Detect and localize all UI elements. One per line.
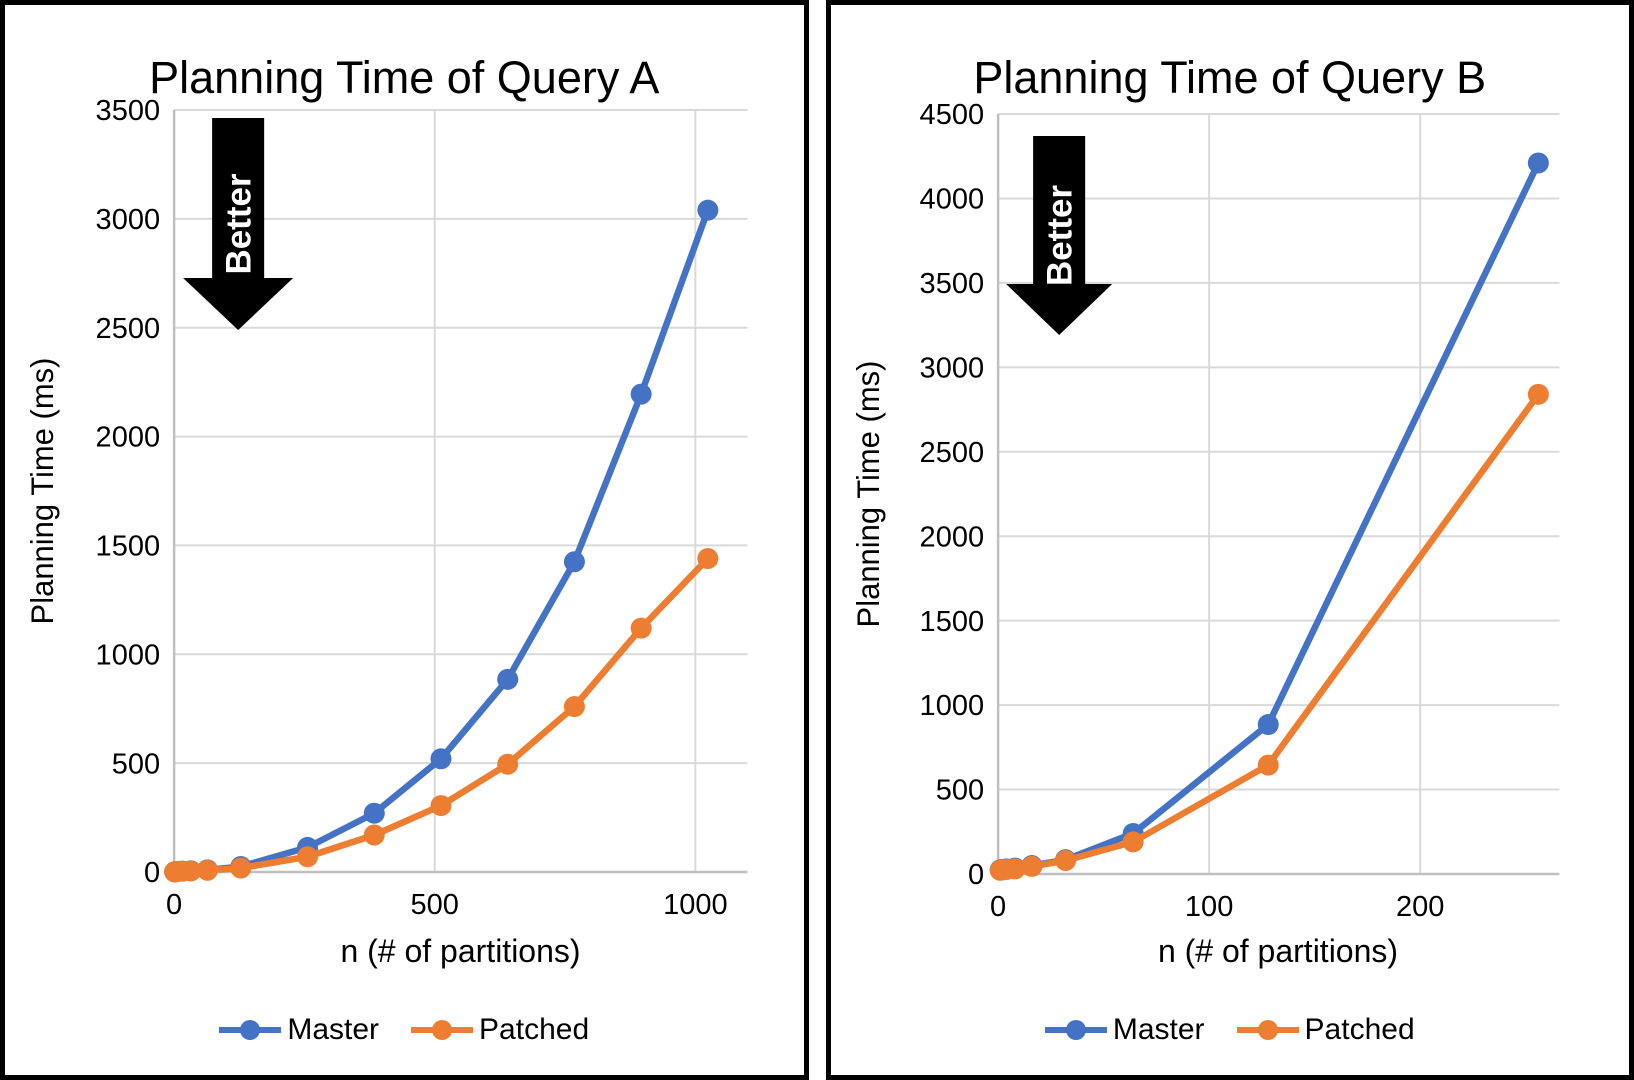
patched-series-line (171, 555, 712, 876)
x-tick-labels: 0 100 200 (990, 891, 1444, 923)
patched-data-point (180, 860, 202, 882)
master-series-swatch (219, 1020, 282, 1040)
master-data-point (1527, 152, 1549, 174)
patched-series-points (164, 547, 719, 883)
patched-data-point (563, 696, 585, 718)
patched-data-point (1020, 855, 1042, 877)
patched-data-point (1003, 858, 1025, 880)
better-down-arrow (1005, 136, 1112, 335)
legend-label-master: Master (1112, 1013, 1205, 1046)
y-tick-label: 3000 (919, 352, 984, 384)
legend-item-patched: Patched (411, 1013, 589, 1047)
y-tick-label: 1000 (96, 639, 161, 671)
legend-item-master: Master (219, 1013, 379, 1047)
y-tick-label: 2000 (919, 521, 984, 553)
y-tick-label: 500 (935, 775, 983, 807)
x-tick-label: 1000 (663, 889, 728, 921)
y-tick-label: 4000 (919, 184, 984, 216)
master-data-point (497, 668, 519, 690)
y-axis-title: Planning Time (ms) (25, 358, 60, 625)
legend-label-patched: Patched (1304, 1013, 1415, 1046)
patched-series-swatch (1236, 1020, 1299, 1040)
x-tick-label: 0 (166, 889, 182, 921)
y-tick-label: 2000 (96, 422, 161, 454)
x-tick-label: 200 (1395, 891, 1443, 923)
patched-data-point (1054, 849, 1076, 871)
x-tick-labels: 0 500 1000 (166, 889, 728, 921)
legend-label-patched: Patched (479, 1013, 590, 1046)
y-tick-labels: 0 500 1000 1500 2000 2500 3000 3500 (96, 95, 161, 889)
y-axis-title: Planning Time (ms) (851, 361, 886, 628)
plot-area-query-a: 0 500 1000 1500 2000 2500 3000 3500 0 500 1000 Plan… (25, 95, 748, 921)
legend-swatch-marker (1257, 1020, 1278, 1040)
legend-label-master: Master (287, 1013, 380, 1046)
master-data-point (563, 551, 585, 573)
chart-panel-query-b: 0 500 1000 1500 2000 2500 3000 3500 4000 4500 0 100… (825, 0, 1634, 1080)
legend-query-a: Master Patched (5, 1013, 804, 1047)
y-tick-label: 1500 (96, 531, 161, 563)
patched-data-point (230, 857, 252, 879)
y-tick-label: 0 (144, 857, 160, 889)
patched-data-point (430, 795, 452, 817)
master-data-point (697, 199, 719, 221)
y-tick-label: 1500 (919, 606, 984, 638)
y-tick-label: 3500 (96, 95, 161, 127)
master-data-point (1257, 714, 1279, 736)
y-tick-labels: 0 500 1000 1500 2000 2500 3000 3500 4000 4500 (919, 99, 984, 891)
patched-data-point (196, 859, 218, 881)
chart-title-query-b: Planning Time of Query B (973, 52, 1487, 103)
master-data-point (363, 802, 385, 824)
patched-data-point (630, 617, 652, 639)
legend-swatch-marker (1065, 1020, 1086, 1040)
master-data-point (630, 383, 652, 405)
master-data-point (430, 748, 452, 770)
patched-data-point (497, 753, 519, 775)
y-tick-label: 2500 (96, 313, 161, 345)
y-tick-label: 0 (967, 859, 983, 891)
gridlines (174, 109, 748, 872)
plot-area-query-b: 0 500 1000 1500 2000 2500 3000 3500 4000 4500 0 100… (851, 99, 1559, 923)
legend-query-b: Master Patched (831, 1013, 1630, 1047)
better-arrow-label: Better (1040, 185, 1079, 286)
legend-item-master: Master (1044, 1013, 1205, 1047)
better-down-arrow (183, 118, 294, 330)
patched-series-line (996, 391, 1542, 874)
y-tick-label: 2500 (919, 437, 984, 469)
x-tick-label: 0 (990, 891, 1006, 923)
patched-data-point (1122, 831, 1144, 853)
patched-data-point (1527, 383, 1549, 405)
y-tick-label: 500 (112, 748, 160, 780)
x-tick-label: 500 (411, 889, 459, 921)
legend-item-patched: Patched (1236, 1013, 1415, 1047)
x-tick-label: 100 (1184, 891, 1232, 923)
patched-data-point (1257, 754, 1279, 776)
better-arrow-label: Better (219, 173, 258, 274)
gridlines (997, 113, 1559, 874)
patched-data-point (697, 547, 719, 569)
chart-panel-query-a: 0 500 1000 1500 2000 2500 3000 3500 0 500 1000 Plan… (0, 0, 809, 1080)
patched-series-points (989, 383, 1549, 881)
chart-title-query-a: Planning Time of Query A (149, 52, 660, 103)
patched-data-point (297, 846, 319, 868)
patched-series-swatch (411, 1020, 474, 1040)
legend-swatch-marker (432, 1020, 453, 1040)
patched-data-point (363, 824, 385, 846)
legend-swatch-marker (240, 1020, 261, 1040)
y-tick-label: 4500 (919, 99, 984, 131)
x-axis-label-query-b: n (# of partitions) (1157, 933, 1399, 969)
y-tick-label: 3000 (96, 204, 161, 236)
y-tick-label: 1000 (919, 690, 984, 722)
y-tick-label: 3500 (919, 268, 984, 300)
x-axis-label-query-a: n (# of partitions) (340, 933, 581, 969)
master-series-swatch (1044, 1020, 1107, 1040)
